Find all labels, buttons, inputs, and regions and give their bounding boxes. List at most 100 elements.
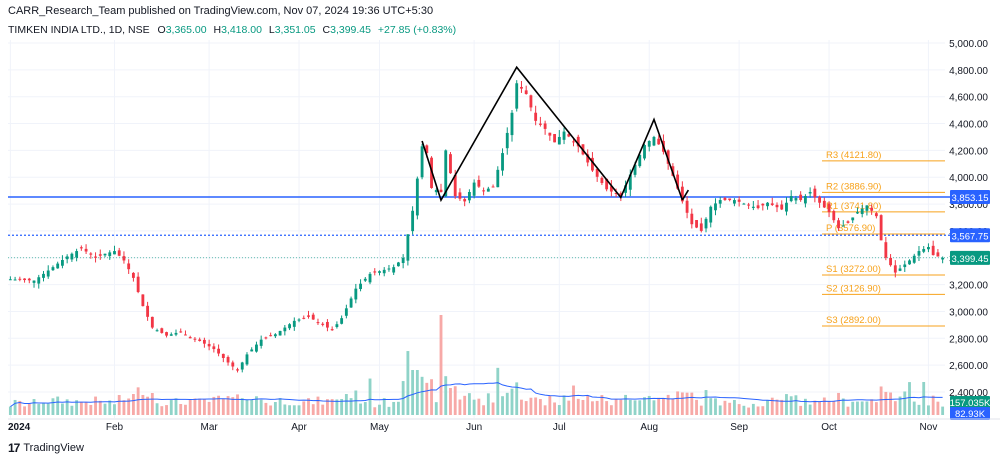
candle-body bbox=[321, 323, 325, 325]
volume-bar bbox=[122, 400, 126, 415]
volume-bar bbox=[581, 399, 585, 415]
volume-bar bbox=[524, 401, 528, 415]
candle-body bbox=[283, 327, 287, 332]
candle-body bbox=[614, 192, 618, 194]
candle-body bbox=[359, 283, 362, 290]
symbol-name[interactable]: TIMKEN INDIA LTD., 1D, NSE bbox=[8, 24, 150, 36]
volume-bar bbox=[127, 398, 131, 415]
candle-body bbox=[146, 305, 150, 317]
candle-body bbox=[98, 254, 102, 256]
candle-body bbox=[501, 153, 504, 171]
price-tick-label: 3,800.00 bbox=[949, 200, 988, 211]
pattern-drawing bbox=[421, 65, 690, 203]
price-tick-label: 3,000.00 bbox=[949, 307, 988, 318]
volume-bar bbox=[212, 396, 216, 415]
volume-badge bbox=[950, 396, 990, 409]
candle-body bbox=[113, 251, 116, 255]
time-tick-label: May bbox=[370, 422, 389, 433]
volume-bar bbox=[316, 396, 320, 415]
volume-bar bbox=[349, 398, 353, 415]
price-axis[interactable]: 5,000.00 4,800.00 4,600.00 4,400.00 4,200.00… bbox=[949, 39, 991, 420]
volume-bar bbox=[822, 397, 826, 415]
candle-body bbox=[591, 157, 594, 171]
volume-bar bbox=[439, 315, 443, 415]
triple-top-pattern-line[interactable] bbox=[421, 65, 684, 203]
volume-bar bbox=[482, 405, 486, 415]
candle-body bbox=[273, 334, 277, 337]
volume-bar bbox=[240, 398, 244, 415]
pivot-label-s1: S1 (3272.00) bbox=[826, 264, 881, 275]
volume-bar bbox=[652, 400, 656, 415]
volume-bar bbox=[865, 401, 869, 415]
candle-body bbox=[94, 256, 97, 258]
volume-bar bbox=[728, 402, 732, 415]
candle-body bbox=[42, 273, 45, 278]
candle-body bbox=[32, 280, 36, 283]
open-label: O bbox=[157, 24, 166, 36]
candle-body bbox=[221, 353, 225, 358]
volume-bar bbox=[751, 403, 755, 415]
candle-body bbox=[311, 314, 315, 320]
volume-bar bbox=[614, 399, 618, 415]
volume-bar bbox=[889, 392, 892, 415]
volume-bar bbox=[553, 402, 557, 415]
time-tick-label: Feb bbox=[106, 422, 124, 433]
volume-bar bbox=[259, 399, 263, 415]
pivot-label-s2: S2 (3126.90) bbox=[826, 283, 881, 294]
candle-body bbox=[344, 308, 348, 316]
candle-body bbox=[543, 123, 547, 129]
tradingview-mark-icon: 17 bbox=[8, 441, 20, 455]
candle-body bbox=[756, 205, 760, 209]
candle-body bbox=[401, 257, 405, 264]
volume-bar bbox=[851, 401, 855, 415]
volume-bar bbox=[662, 398, 665, 415]
volume-bar bbox=[23, 406, 26, 415]
volume-bar bbox=[572, 385, 575, 415]
time-axis[interactable]: 2024 Feb Mar Apr May Jun Jul Aug Sep Oct Nov bbox=[8, 418, 1000, 433]
candle-body bbox=[619, 193, 623, 197]
candle-body bbox=[51, 267, 55, 271]
volume-bar bbox=[373, 407, 377, 415]
volume-bar bbox=[202, 399, 206, 415]
volume-badge-label: 157.035K bbox=[950, 398, 991, 409]
volume-bar bbox=[255, 396, 258, 415]
candle-body bbox=[538, 123, 542, 125]
volume-bar bbox=[169, 400, 173, 415]
volume-bar bbox=[420, 376, 424, 415]
volume-bar bbox=[141, 394, 145, 415]
candle-body bbox=[676, 174, 680, 189]
candle-body bbox=[411, 210, 415, 232]
volume-bar bbox=[378, 404, 381, 415]
price-tick-label: 4,600.00 bbox=[949, 93, 988, 104]
volume-bar bbox=[534, 397, 538, 415]
candle-body bbox=[505, 132, 509, 149]
candle-body bbox=[297, 319, 301, 321]
candle-body bbox=[122, 256, 126, 261]
volume-bar bbox=[37, 404, 41, 415]
volume-bar bbox=[874, 402, 878, 415]
volume-bar bbox=[893, 401, 897, 415]
volume-bar bbox=[619, 399, 623, 415]
volume-bar bbox=[221, 398, 225, 415]
volume-bar bbox=[785, 394, 788, 415]
candle-body bbox=[893, 265, 897, 273]
volume-bar bbox=[363, 402, 367, 415]
volume-bar bbox=[70, 405, 74, 415]
candle-body bbox=[879, 215, 883, 241]
volume-bar bbox=[302, 401, 306, 415]
candle-body bbox=[141, 294, 145, 307]
candle-body bbox=[832, 211, 836, 221]
volume-bar bbox=[633, 400, 637, 415]
tradingview-logo[interactable]: 17 TradingView bbox=[8, 441, 84, 455]
candle-body bbox=[695, 220, 698, 228]
volume-bar bbox=[354, 390, 358, 415]
candle-body bbox=[160, 328, 164, 333]
volume-bar bbox=[425, 382, 429, 415]
candle-body bbox=[467, 191, 471, 201]
volume-bar bbox=[359, 403, 362, 415]
candle-body bbox=[288, 324, 291, 329]
volume-bar bbox=[406, 351, 410, 415]
volume-bar bbox=[18, 400, 22, 415]
candle-body bbox=[870, 207, 874, 211]
